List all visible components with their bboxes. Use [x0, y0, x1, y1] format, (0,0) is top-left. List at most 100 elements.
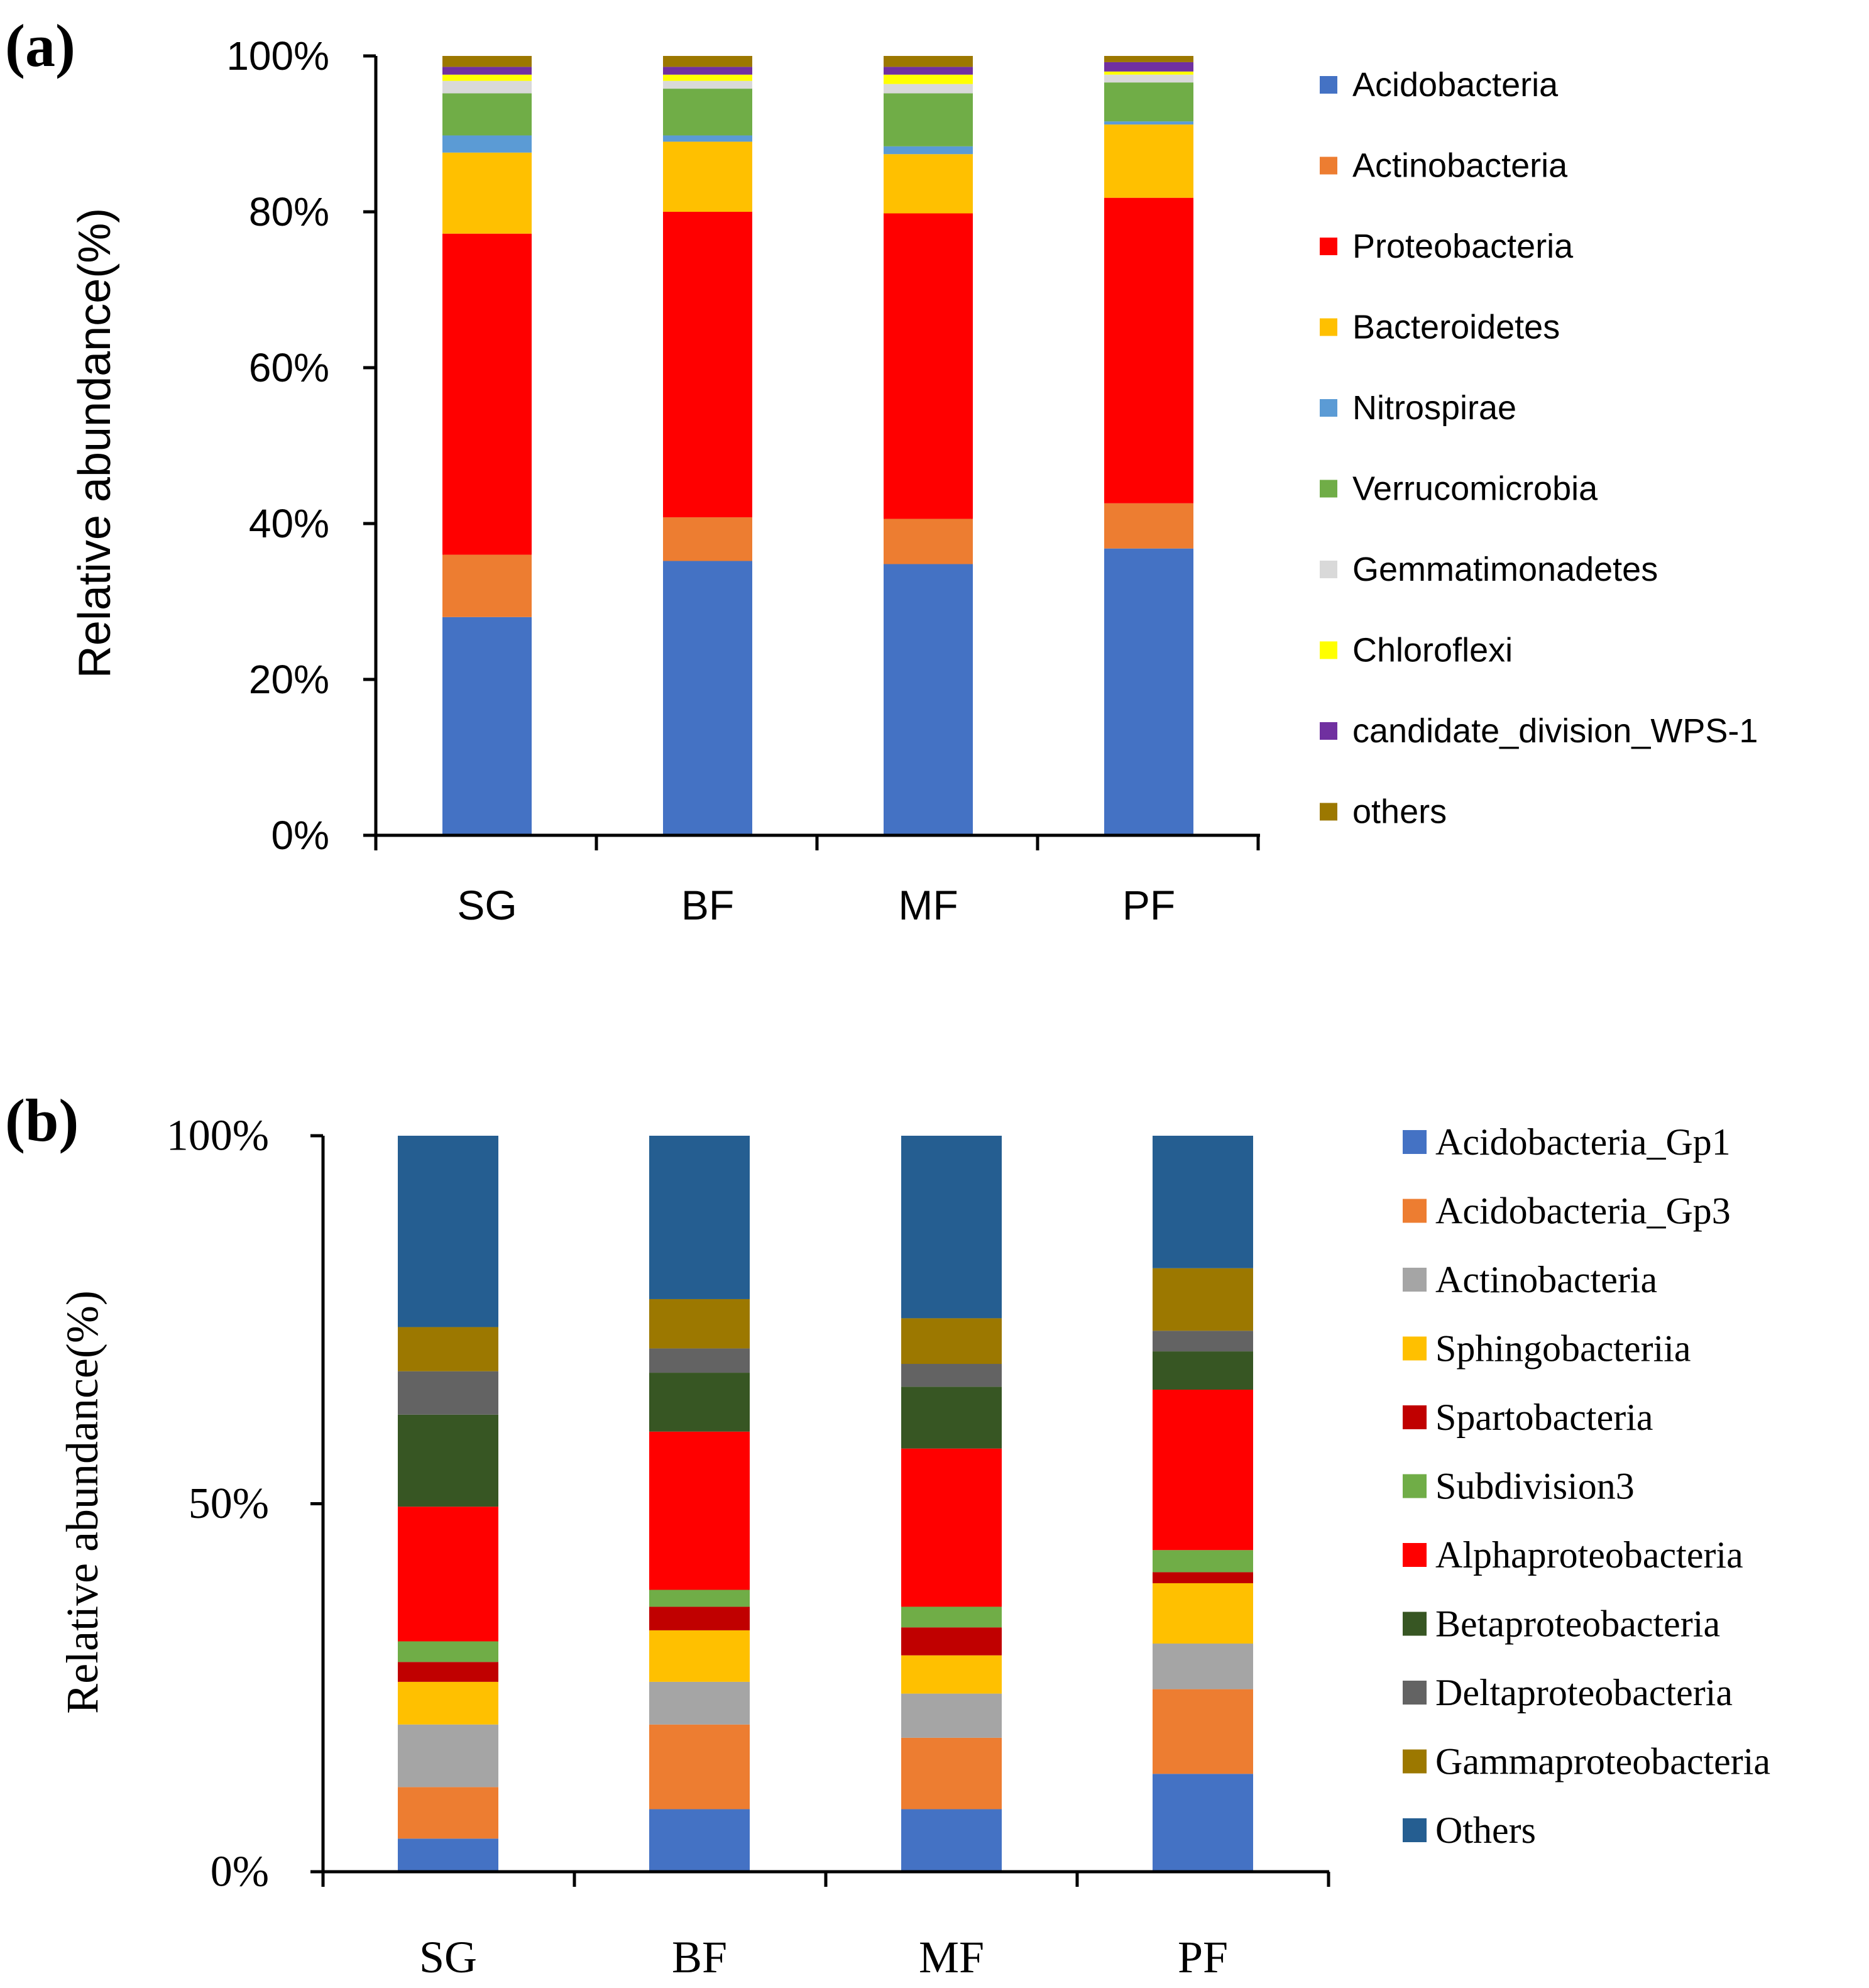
- panel-b-segment-mf-sphingobacteriia: [901, 1655, 1002, 1694]
- panel-b-segment-bf-deltaproteobacteria: [649, 1348, 750, 1373]
- panel-b-legend-swatch: [1403, 1749, 1427, 1774]
- panel-a-y-tick-label: 0%: [271, 813, 330, 858]
- panel-b-segment-mf-actinobacteria: [901, 1693, 1002, 1738]
- panel-a-legend-swatch: [1320, 803, 1337, 821]
- panel-b-y-ticks: 0% 50% 100%: [167, 1112, 269, 1896]
- panel-b-segment-pf-actinobacteria: [1153, 1643, 1253, 1689]
- panel-b-segment-bf-acidobacteria-gp1: [649, 1809, 750, 1872]
- panel-a-segment-sg-acidobacteria: [442, 617, 532, 835]
- panel-a-segment-mf-acidobacteria: [884, 564, 973, 835]
- panel-b-category-label-bf: BF: [672, 1932, 727, 1982]
- panel-a-y-tick-label: 60%: [249, 345, 329, 390]
- panel-a-segment-mf-bacteroidetes: [884, 154, 973, 214]
- panel-a-legend-label: candidate_division_WPS-1: [1352, 712, 1758, 750]
- panel-b-legend-label: Actinobacteria: [1435, 1259, 1657, 1300]
- panel-b-y-tick-label: 100%: [167, 1112, 269, 1160]
- panel-a-segment-mf-verrucomicrobia: [884, 93, 973, 146]
- panel-b-segment-mf-alphaproteobacteria: [901, 1448, 1002, 1607]
- panel-a-category-labels: SG BF MF PF: [457, 882, 1175, 928]
- panel-a-legend-label: Chloroflexi: [1352, 632, 1513, 669]
- panel-b-segment-bf-gammaproteobacteria: [649, 1299, 750, 1349]
- panel-b-segment-sg-deltaproteobacteria: [398, 1371, 498, 1415]
- panel-b-segment-sg-actinobacteria: [398, 1724, 498, 1788]
- panel-a-segment-pf-gemmatimonadetes: [1104, 74, 1193, 83]
- panel-b-segment-mf-acidobacteria-gp3: [901, 1737, 1002, 1810]
- panel-b-legend-label: Sphingobacteriia: [1435, 1328, 1691, 1370]
- panel-a-legend-swatch: [1320, 399, 1337, 417]
- panel-a-legend-swatch: [1320, 157, 1337, 175]
- panel-a-legend-swatch: [1320, 76, 1337, 94]
- panel-a-segment-sg-chloroflexi: [442, 74, 532, 81]
- panel-b-y-tick-label: 0%: [211, 1848, 269, 1896]
- panel-b-legend-label: Others: [1435, 1810, 1536, 1851]
- panel-a-category-label-sg: SG: [457, 882, 517, 928]
- panel-a-legend-swatch: [1320, 722, 1337, 740]
- panel-a-legend-item-actinobacteria: Actinobacteria: [1320, 147, 1568, 185]
- panel-a-legend: Acidobacteria Actinobacteria Proteobacteri…: [1320, 66, 1758, 831]
- panel-b-segment-pf-others: [1153, 1136, 1253, 1268]
- panel-a-segment-mf-nitrospirae: [884, 146, 973, 155]
- panel-a-legend-swatch: [1320, 238, 1337, 255]
- panel-a-legend-label: Gemmatimonadetes: [1352, 551, 1658, 588]
- panel-b-legend-item-spartobacteria: Spartobacteria: [1403, 1397, 1653, 1438]
- panel-a-segment-pf-chloroflexi: [1104, 71, 1193, 75]
- panel-b-legend-item-actinobacteria: Actinobacteria: [1403, 1259, 1657, 1300]
- panel-b-legend-swatch: [1403, 1130, 1427, 1154]
- panel-a-segment-mf-actinobacteria: [884, 519, 973, 564]
- panel-a-legend-label: Acidobacteria: [1352, 66, 1559, 104]
- panel-b-legend-label: Spartobacteria: [1435, 1397, 1653, 1438]
- panel-a-category-label-bf: BF: [681, 882, 734, 928]
- panel-b-segment-bf-betaproteobacteria: [649, 1373, 750, 1432]
- panel-b-bar-mf: [901, 1136, 1002, 1872]
- panel-b-segment-sg-acidobacteria-gp1: [398, 1838, 498, 1872]
- panel-b-legend-label: Acidobacteria_Gp1: [1435, 1121, 1731, 1163]
- panel-b-bar-sg: [398, 1136, 498, 1872]
- panel-a-segment-mf-candidate-division-wps-1: [884, 67, 973, 75]
- panel-a-bar-pf: [1104, 56, 1193, 835]
- panel-b-legend-label: Subdivision3: [1435, 1466, 1635, 1507]
- panel-a-y-tick-label: 80%: [249, 189, 329, 234]
- panel-b-legend-swatch: [1403, 1612, 1427, 1636]
- panel-b-legend-swatch: [1403, 1268, 1427, 1292]
- panel-a-segment-sg-gemmatimonadetes: [442, 80, 532, 94]
- panel-b-segment-bf-others: [649, 1136, 750, 1299]
- panel-b-legend-item-gammaproteobacteria: Gammaproteobacteria: [1403, 1741, 1770, 1782]
- panel-a-segment-pf-others: [1104, 56, 1193, 62]
- panel-b-category-label-mf: MF: [919, 1932, 984, 1982]
- panel-b-legend-swatch: [1403, 1405, 1427, 1429]
- panel-a-category-label-pf: PF: [1122, 882, 1175, 928]
- panel-b-legend-item-acidobacteria-gp3: Acidobacteria_Gp3: [1403, 1190, 1731, 1232]
- panel-b-legend-swatch: [1403, 1543, 1427, 1567]
- panel-a-segment-bf-proteobacteria: [663, 212, 752, 518]
- panel-a-legend-swatch: [1320, 480, 1337, 498]
- panel-a-legend-swatch: [1320, 318, 1337, 336]
- panel-b-legend-item-alphaproteobacteria: Alphaproteobacteria: [1403, 1534, 1743, 1576]
- panel-a-legend-swatch: [1320, 641, 1337, 659]
- panel-b-category-labels: SG BF MF PF: [419, 1932, 1228, 1982]
- panel-a-segment-pf-actinobacteria: [1104, 503, 1193, 549]
- panel-b-legend-swatch: [1403, 1681, 1427, 1705]
- panel-b-legend-label: Betaproteobacteria: [1435, 1603, 1720, 1645]
- panel-b-legend-swatch: [1403, 1474, 1427, 1498]
- panel-b-segment-bf-alphaproteobacteria: [649, 1431, 750, 1590]
- panel-a-y-axis-title: Relative abundance(%): [70, 208, 120, 678]
- panel-a-bars: [442, 56, 1193, 835]
- panel-b-segment-mf-acidobacteria-gp1: [901, 1809, 1002, 1872]
- panel-b-segment-pf-acidobacteria-gp1: [1153, 1774, 1253, 1872]
- panel-b-category-label-sg: SG: [419, 1932, 477, 1982]
- panel-a-y-tick-label: 100%: [226, 33, 329, 79]
- panel-a-segment-bf-chloroflexi: [663, 74, 752, 81]
- panel-a-segment-sg-bacteroidetes: [442, 152, 532, 234]
- panel-a-segment-bf-verrucomicrobia: [663, 89, 752, 136]
- panel-a-label: (a): [5, 12, 75, 79]
- panel-b-segment-mf-gammaproteobacteria: [901, 1318, 1002, 1365]
- panel-b-legend-item-others: Others: [1403, 1810, 1536, 1851]
- panel-a-segment-bf-gemmatimonadetes: [663, 80, 752, 89]
- panel-a-legend-item-verrucomicrobia: Verrucomicrobia: [1320, 470, 1598, 508]
- panel-a-segment-pf-acidobacteria: [1104, 548, 1193, 835]
- panel-b-bar-pf: [1153, 1136, 1253, 1872]
- panel-b-segment-sg-acidobacteria-gp3: [398, 1787, 498, 1839]
- panel-a-segment-pf-nitrospirae: [1104, 121, 1193, 125]
- panel-a-segment-mf-proteobacteria: [884, 213, 973, 519]
